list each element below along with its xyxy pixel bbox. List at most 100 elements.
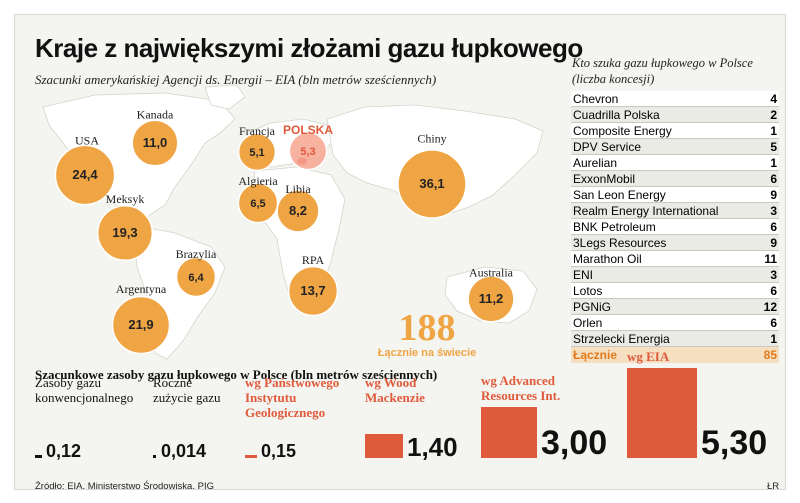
concession-count: 6 — [770, 220, 777, 234]
table-row: Lotos 6 — [571, 283, 779, 299]
concession-count: 1 — [770, 332, 777, 346]
bubble-algieria — [237, 182, 279, 224]
world-total-label: Łącznie na świecie — [377, 347, 477, 359]
country-label-francja: Francja — [239, 124, 276, 138]
bubble-kanada — [131, 119, 179, 167]
company-name: Composite Energy — [573, 124, 672, 138]
bar-label-line: Mackenzie — [365, 390, 425, 405]
bar-value-5: 3,00 — [541, 424, 608, 462]
bar-label-2: Roczne zużycie gazu — [153, 375, 220, 405]
concession-count: 2 — [770, 108, 777, 122]
bubble-usa — [54, 144, 116, 206]
source-note: Źródło: EIA, Ministerstwo Środowiska, PI… — [35, 481, 214, 490]
author-initials: ŁR — [767, 481, 780, 490]
company-name: 3Legs Resources — [573, 236, 667, 250]
concession-count: 3 — [770, 204, 777, 218]
poland-reserves-heading: Szacunkowe zasoby gazu łupkowego w Polsc… — [35, 367, 438, 382]
bar-label-line: konwencjonalnego — [35, 390, 134, 405]
bar-value-6: 5,30 — [701, 424, 768, 462]
country-label-algieria: Algieria — [238, 174, 278, 188]
world-map: 11,0 Kanada 24,4 USA 19,3 Meksyk 6,4 Brazylia 21… — [42, 84, 544, 360]
total-count: 85 — [763, 348, 777, 362]
bar-label-line: Geologicznego — [245, 405, 326, 420]
country-label-rpa: RPA — [302, 253, 325, 267]
greenland-shape — [204, 84, 246, 110]
bar-label-line: Resources Int. — [481, 388, 561, 404]
table-row: Chevron 4 — [571, 91, 779, 107]
bubble-value-algieria: 6,5 — [250, 198, 265, 210]
concession-count: 6 — [770, 172, 777, 186]
bubble-value-polska: 5,3 — [300, 146, 315, 158]
bar-label-6: wg EIA — [627, 349, 669, 364]
bubble-value-meksyk: 19,3 — [112, 225, 137, 240]
page-subtitle: Szacunki amerykańskiej Agencji ds. Energ… — [35, 72, 437, 87]
company-name: Aurelian — [573, 156, 618, 170]
concessions-heading-line2: (liczba koncesji) — [572, 72, 655, 86]
bubble-value-kanada: 11,0 — [143, 135, 168, 150]
bubble-value-rpa: 13,7 — [300, 283, 325, 298]
concessions-heading: Kto szuka gazu łupkowego w Polsce (liczb… — [572, 55, 782, 87]
table-row: Composite Energy 1 — [571, 123, 779, 139]
company-name: Orlen — [573, 316, 603, 330]
concession-count: 6 — [770, 284, 777, 298]
table-row: Strzelecki Energia 1 — [571, 331, 779, 347]
bar-label-line: zużycie gazu — [153, 390, 221, 405]
table-row: ExxonMobil 6 — [571, 171, 779, 187]
bubble-argentyna — [111, 295, 171, 355]
company-name: Lotos — [573, 284, 603, 298]
bar-label-3: wg Państwowego Instytutu Geologicznego — [245, 375, 339, 420]
concession-count: 1 — [770, 156, 777, 170]
concession-count: 12 — [763, 300, 777, 314]
table-row: ENI 3 — [571, 267, 779, 283]
bar-label-5: wg Advanced Resources Int. — [481, 373, 560, 403]
company-name: BNK Petroleum — [573, 220, 656, 234]
table-row: 3Legs Resources 9 — [571, 235, 779, 251]
country-label-argentyna: Argentyna — [116, 282, 167, 296]
bar-label-line: wg Państwowego — [245, 375, 340, 390]
bar-label-line: Zasoby gazu — [35, 375, 102, 390]
bar-label-1: Zasoby gazu konwencjonalnego — [35, 375, 133, 405]
bar-label-line: Instytutu — [245, 390, 297, 405]
concession-count: 11 — [764, 252, 777, 266]
bar-2 — [153, 455, 156, 458]
table-row: Cuadrilla Polska 2 — [571, 107, 779, 123]
bubble-value-brazylia: 6,4 — [188, 272, 204, 284]
table-row: Realm Energy International 3 — [571, 203, 779, 219]
bar-label-line: wg EIA — [627, 349, 670, 364]
concession-count: 5 — [770, 140, 777, 154]
country-label-usa: USA — [75, 134, 99, 148]
bubble-meksyk — [96, 204, 154, 262]
total-label: Łącznie — [573, 348, 618, 362]
company-name: San Leon Energy — [573, 188, 666, 202]
bar-3 — [245, 455, 257, 458]
company-name: Strzelecki Energia — [573, 332, 670, 346]
company-name: Realm Energy International — [573, 204, 719, 218]
bar-value-4: 1,40 — [407, 432, 458, 462]
concession-count: 3 — [770, 268, 777, 282]
world-total-value: 188 — [398, 307, 456, 349]
company-name: Cuadrilla Polska — [573, 108, 660, 122]
company-name: PGNiG — [573, 300, 612, 314]
table-row: PGNiG 12 — [571, 299, 779, 315]
company-name: Chevron — [573, 92, 619, 106]
bar-4 — [365, 434, 403, 458]
table-row: Aurelian 1 — [571, 155, 779, 171]
bar-6 — [627, 368, 697, 458]
country-label-polska: POLSKA — [283, 123, 333, 137]
bubble-australia — [467, 275, 515, 323]
bubble-francja — [237, 132, 277, 172]
bar-label-line: wg Advanced — [481, 373, 556, 389]
infographic-panel: 11,0 Kanada 24,4 USA 19,3 Meksyk 6,4 Brazylia 21… — [14, 14, 786, 490]
bubble-value-argentyna: 21,9 — [128, 317, 153, 332]
country-label-australia: Australia — [469, 265, 514, 279]
bubble-value-usa: 24,4 — [72, 167, 98, 182]
company-name: ENI — [573, 268, 594, 282]
concession-count: 9 — [770, 188, 777, 202]
table-row: Marathon Oil 11 — [571, 251, 779, 267]
concession-count: 9 — [770, 236, 777, 250]
bar-value-2: 0,014 — [161, 441, 207, 461]
country-label-meksyk: Meksyk — [106, 192, 145, 206]
concessions-heading-line1: Kto szuka gazu łupkowego w Polsce — [572, 56, 753, 70]
company-name: ExxonMobil — [573, 172, 636, 186]
bar-5 — [481, 407, 537, 458]
